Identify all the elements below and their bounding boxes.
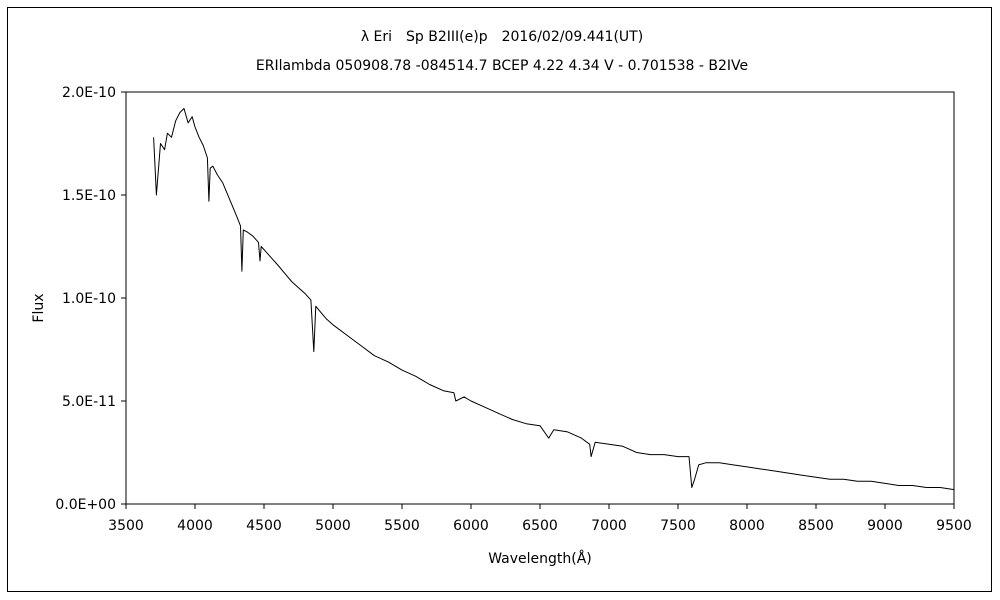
x-tick-label: 7000 (591, 518, 627, 534)
chart-subtitle: ERIlambda 050908.78 -084514.7 BCEP 4.22 … (256, 58, 748, 74)
y-tick-label: 0.0E+00 (55, 497, 116, 513)
y-tick-label: 1.5E-10 (62, 188, 116, 204)
y-tick-label: 5.0E-11 (62, 394, 116, 410)
x-tick-label: 5500 (384, 518, 420, 534)
series-layer (153, 108, 955, 491)
y-axis: 0.0E+00 5.0E-11 1.0E-10 1.5E-10 2.0E-10 (55, 85, 126, 513)
x-tick-label: 4000 (177, 518, 213, 534)
plot-area (125, 91, 955, 505)
x-axis: 3500 4000 4500 5000 5500 6000 6500 7000 7500 8000… (108, 504, 972, 534)
x-tick-label: 9000 (867, 518, 903, 534)
y-axis-label: Flux (31, 293, 47, 322)
x-tick-label: 3500 (108, 518, 144, 534)
chart-title: λ Eri Sp B2III(e)p 2016/02/09.441(UT) (361, 29, 643, 45)
x-tick-label: 6000 (453, 518, 489, 534)
x-tick-label: 5000 (315, 518, 351, 534)
x-tick-label: 4500 (246, 518, 282, 534)
x-tick-label: 8500 (798, 518, 834, 534)
x-axis-label: Wavelength(Å) (488, 550, 592, 567)
series-line (153, 108, 955, 491)
y-tick-label: 2.0E-10 (62, 85, 116, 101)
x-tick-label: 6500 (522, 518, 558, 534)
x-tick-label: 7500 (660, 518, 696, 534)
x-tick-label: 9500 (936, 518, 972, 534)
x-tick-label: 8000 (729, 518, 765, 534)
y-tick-label: 1.0E-10 (62, 291, 116, 307)
